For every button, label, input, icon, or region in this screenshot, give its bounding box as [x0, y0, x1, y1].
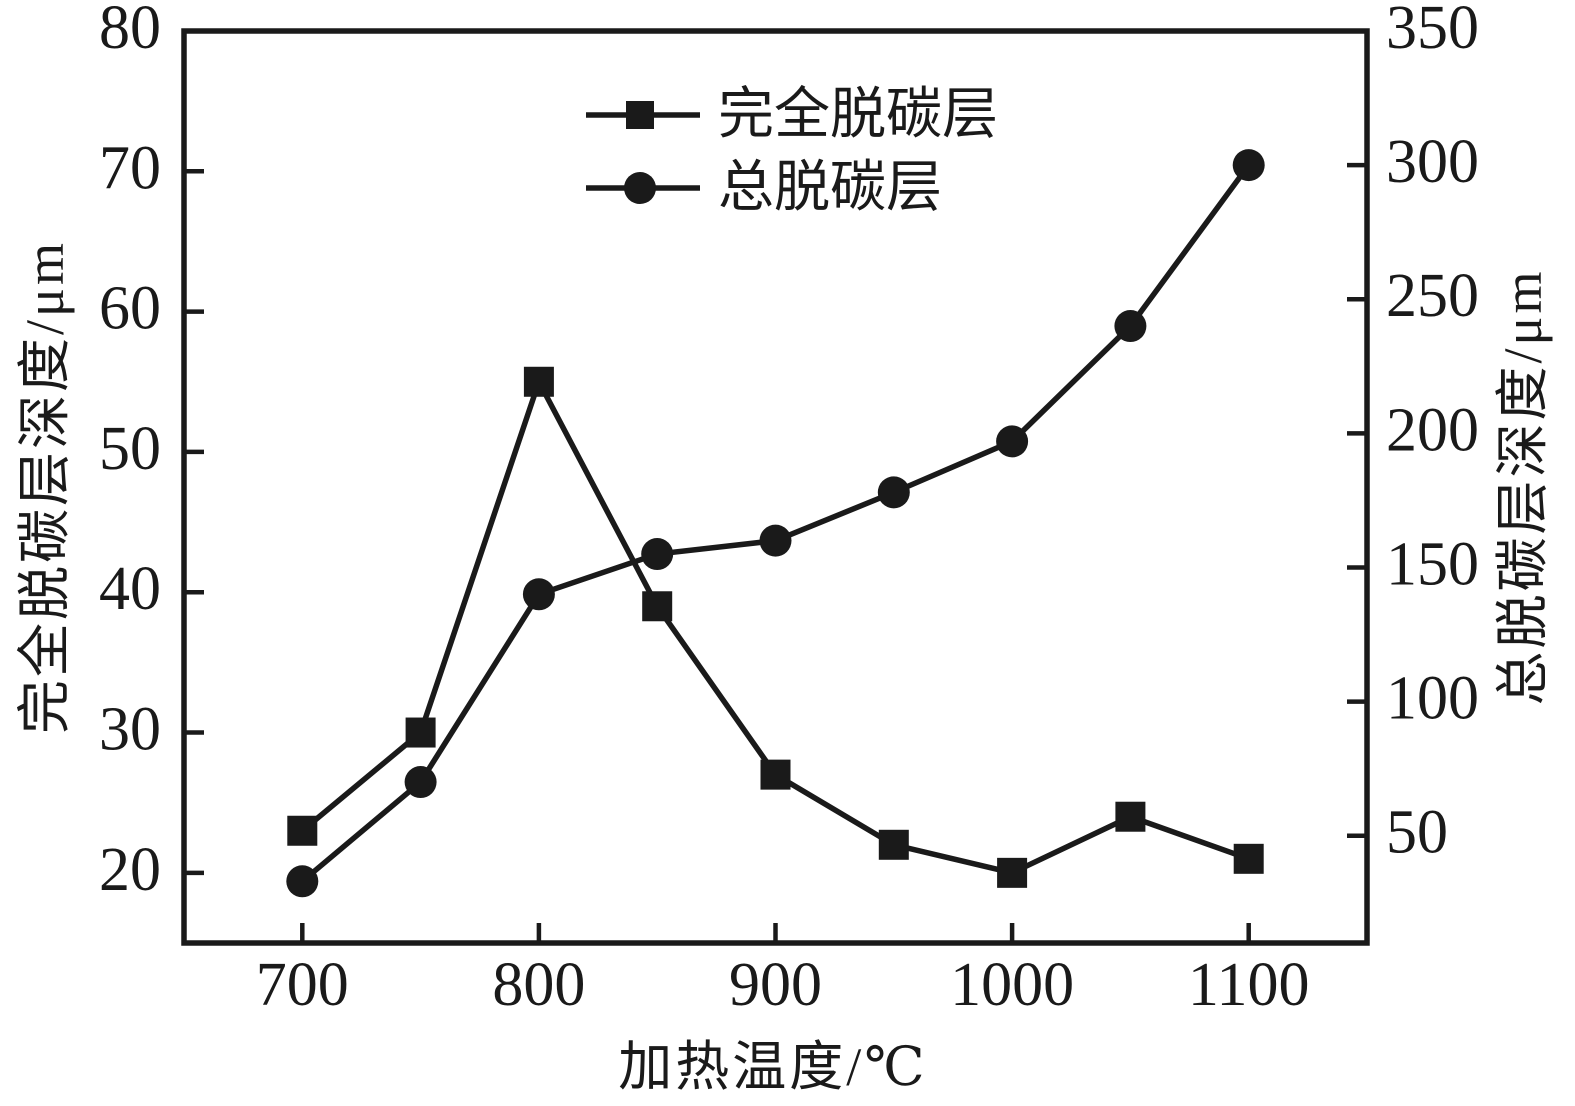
- y-left-tick-label: 70: [99, 134, 161, 202]
- data-point-circle-marker: [641, 538, 674, 571]
- legend-item-complete-layer: 完全脱碳层: [586, 84, 998, 146]
- y-right-tick-label: 50: [1386, 799, 1448, 867]
- data-point-square-marker: [405, 717, 436, 748]
- legend-square-marker-icon: [626, 101, 654, 129]
- y-right-tick-label: 350: [1386, 0, 1479, 62]
- data-point-square-marker: [1115, 801, 1146, 832]
- series-line-square: [300, 374, 1250, 876]
- data-point-circle-marker: [1114, 310, 1147, 343]
- data-point-circle-marker: [877, 476, 910, 509]
- y-right-tick-label: 300: [1386, 128, 1479, 196]
- data-point-square-marker: [287, 815, 318, 846]
- y-right-tick-label: 100: [1386, 665, 1479, 733]
- x-tick-label: 1000: [950, 951, 1074, 1019]
- y-right-tick-label: 150: [1386, 530, 1479, 598]
- data-point-circle-marker: [286, 865, 319, 898]
- y-axis-title-right: 总脱碳层深度/μm: [1493, 269, 1553, 706]
- data-point-square-marker: [760, 759, 791, 790]
- axis-ticks: [184, 28, 1367, 943]
- data-point-square-marker: [642, 591, 673, 622]
- y-left-tick-label: 50: [99, 415, 161, 483]
- x-tick-label: 800: [492, 951, 585, 1019]
- data-point-circle-marker: [522, 578, 555, 611]
- data-point-square-marker: [878, 829, 909, 860]
- legend-circle-marker-icon: [624, 172, 656, 204]
- x-tick-label: 700: [256, 951, 349, 1019]
- legend: 完全脱碳层 总脱碳层: [586, 84, 998, 219]
- y-left-tick-label: 20: [99, 836, 161, 904]
- axis-tick-labels: 700 800 900 1000 1100 20 30 40 50 60 70 80 50 100 150 2…: [99, 0, 1479, 1019]
- data-point-circle-marker: [1232, 149, 1265, 182]
- y-left-tick-label: 60: [99, 275, 161, 343]
- data-point-circle-marker: [404, 766, 437, 799]
- data-point-square-marker: [1233, 843, 1264, 874]
- data-point-square-marker: [997, 857, 1028, 888]
- x-tick-label: 1100: [1188, 951, 1310, 1019]
- x-axis-title: 加热温度/℃: [618, 1037, 927, 1097]
- legend-label-total-layer: 总脱碳层: [718, 157, 942, 219]
- y-left-tick-label: 40: [99, 555, 161, 623]
- data-point-circle-marker: [759, 524, 792, 557]
- data-series: [286, 149, 1265, 898]
- data-point-circle-marker: [996, 425, 1029, 458]
- y-left-tick-label: 30: [99, 696, 161, 764]
- y-right-tick-label: 250: [1386, 262, 1479, 330]
- x-tick-label: 900: [729, 951, 822, 1019]
- y-right-tick-label: 200: [1386, 396, 1479, 464]
- y-axis-title-left: 完全脱碳层深度/μm: [15, 240, 75, 734]
- y-left-tick-label: 80: [99, 0, 161, 62]
- data-point-square-marker: [523, 366, 554, 397]
- legend-item-total-layer: 总脱碳层: [586, 157, 942, 219]
- legend-label-complete-layer: 完全脱碳层: [718, 84, 998, 146]
